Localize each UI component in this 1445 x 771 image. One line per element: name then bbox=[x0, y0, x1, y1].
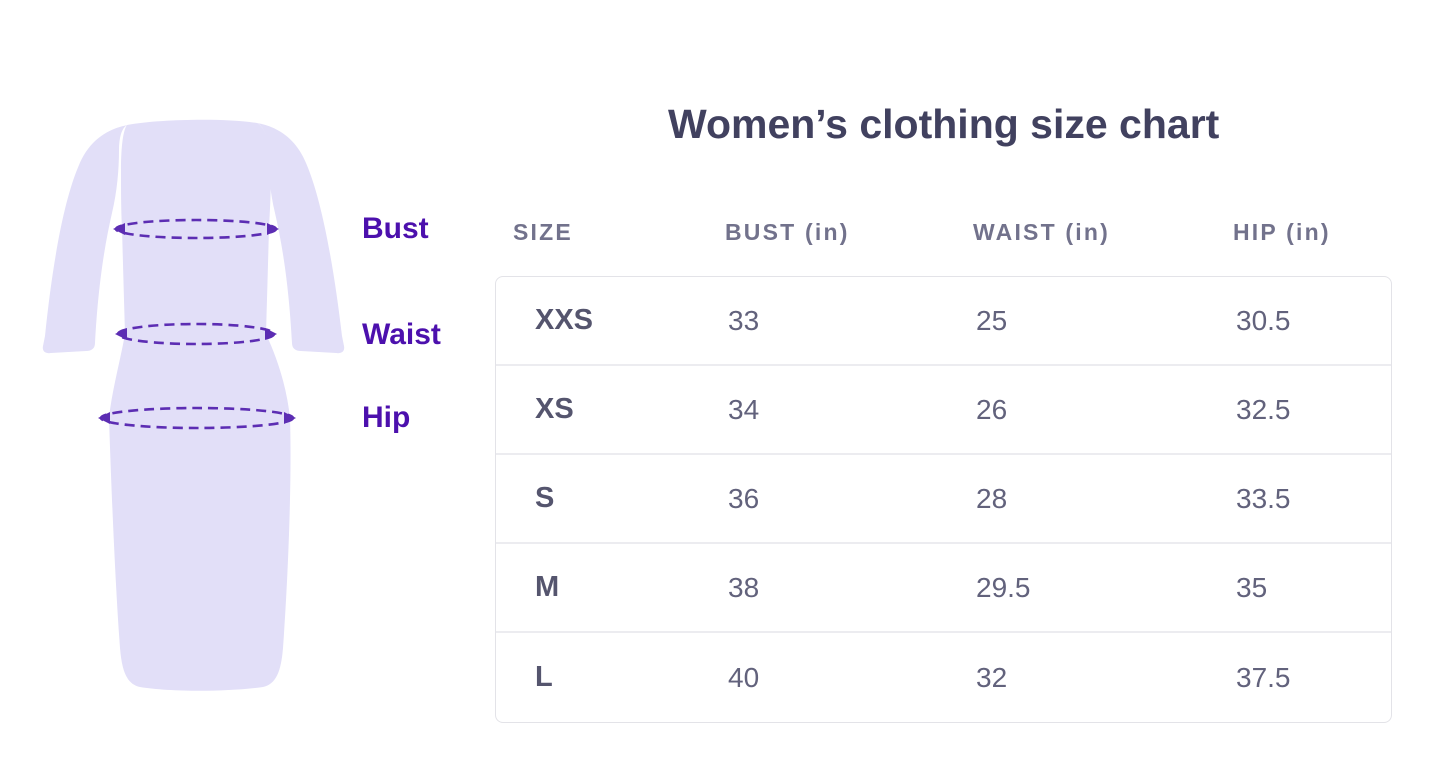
size-cell: M bbox=[535, 571, 560, 603]
bust-measure-line bbox=[113, 218, 279, 240]
page-title: Women’s clothing size chart bbox=[668, 101, 1220, 147]
hip-cell: 33.5 bbox=[1236, 482, 1291, 514]
bust-cell: 34 bbox=[728, 393, 760, 425]
waist-cell: 32 bbox=[976, 661, 1008, 693]
size-cell: S bbox=[535, 482, 555, 514]
column-header-size: SIZE bbox=[513, 219, 573, 245]
dress-body bbox=[109, 119, 291, 691]
dress-illustration bbox=[42, 119, 345, 691]
hip-label: Hip bbox=[362, 401, 411, 434]
dress-right-sleeve bbox=[257, 123, 345, 354]
waist-cell: 29.5 bbox=[976, 571, 1031, 603]
waist-label: Waist bbox=[362, 318, 441, 351]
size-cell: XXS bbox=[535, 304, 594, 336]
column-header-hip: HIP (in) bbox=[1233, 219, 1331, 245]
waist-measure-line bbox=[115, 322, 277, 346]
column-header-waist: WAIST (in) bbox=[973, 219, 1110, 245]
table-row: M 38 29.5 35 bbox=[496, 544, 1391, 633]
hip-cell: 37.5 bbox=[1236, 661, 1291, 693]
bust-cell: 40 bbox=[728, 661, 760, 693]
bust-cell: 38 bbox=[728, 571, 760, 603]
hip-measure-line bbox=[98, 406, 296, 430]
size-cell: XS bbox=[535, 393, 574, 425]
size-table: XXS 33 25 30.5 XS 34 26 32.5 S 36 28 33.… bbox=[495, 276, 1392, 723]
bust-cell: 33 bbox=[728, 304, 760, 336]
dress-left-sleeve bbox=[42, 125, 128, 354]
table-row: XXS 33 25 30.5 bbox=[496, 277, 1391, 366]
hip-cell: 30.5 bbox=[1236, 304, 1291, 336]
hip-cell: 32.5 bbox=[1236, 393, 1291, 425]
waist-cell: 26 bbox=[976, 393, 1008, 425]
table-row: S 36 28 33.5 bbox=[496, 455, 1391, 544]
size-cell: L bbox=[535, 661, 553, 693]
waist-cell: 28 bbox=[976, 482, 1008, 514]
bust-cell: 36 bbox=[728, 482, 760, 514]
table-row: XS 34 26 32.5 bbox=[496, 366, 1391, 455]
waist-cell: 25 bbox=[976, 304, 1008, 336]
column-header-bust: BUST (in) bbox=[725, 219, 850, 245]
bust-label: Bust bbox=[362, 212, 429, 245]
hip-cell: 35 bbox=[1236, 571, 1268, 603]
table-row: L 40 32 37.5 bbox=[496, 633, 1391, 722]
